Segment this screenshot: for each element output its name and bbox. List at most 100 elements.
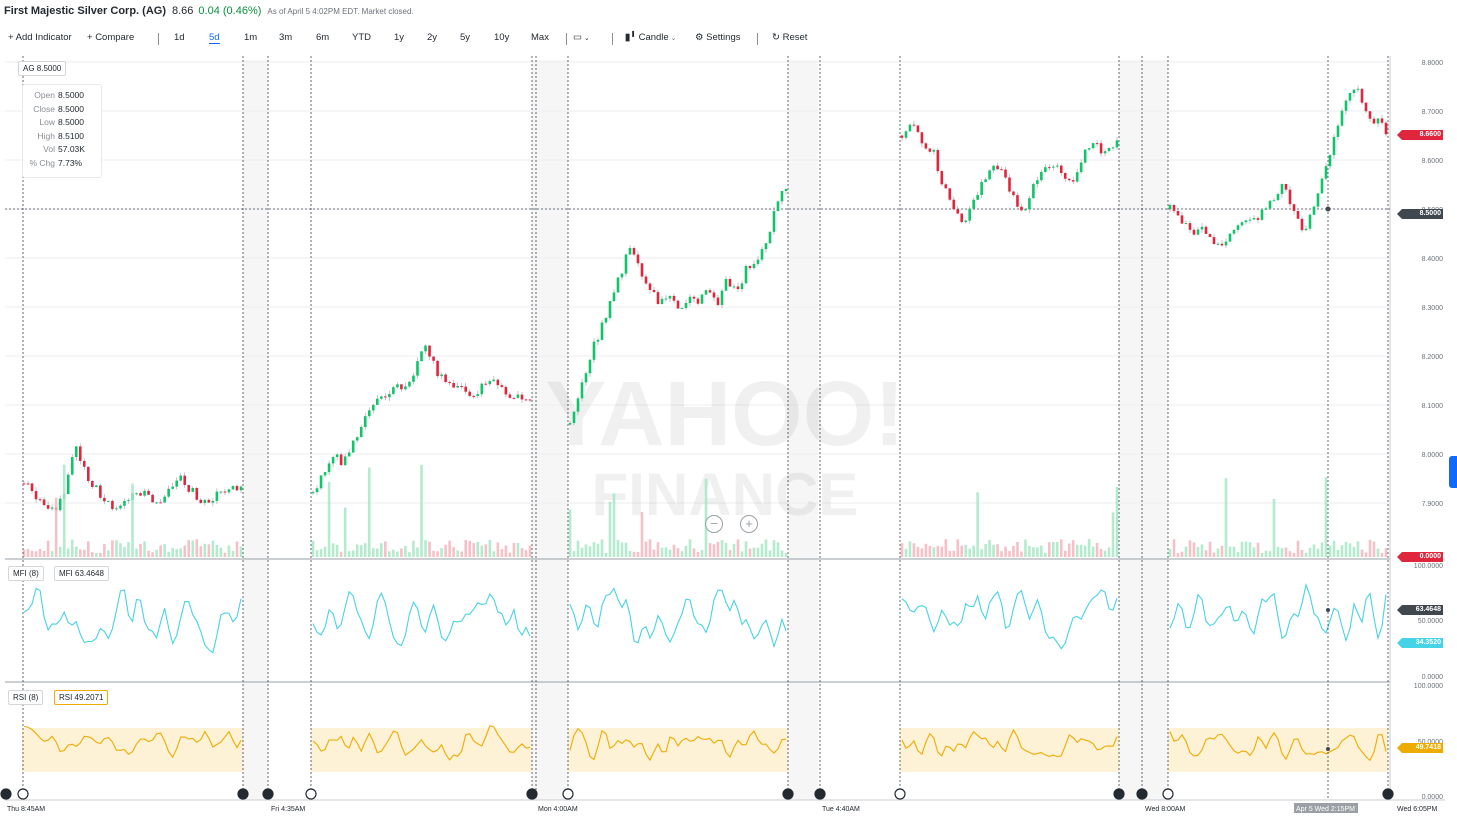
candle bbox=[1360, 88, 1364, 103]
volume-bar bbox=[1192, 542, 1196, 557]
candle bbox=[1172, 204, 1176, 211]
rsi-tick-label: 50.0000 bbox=[1418, 739, 1443, 746]
candle bbox=[960, 213, 964, 223]
volume-bar bbox=[355, 544, 359, 557]
mfi-line bbox=[901, 589, 1118, 650]
volume-bar bbox=[1236, 552, 1240, 557]
calendar-icon: ▭ bbox=[573, 32, 582, 43]
range-6m[interactable]: 6m bbox=[316, 32, 330, 43]
volume-bar bbox=[1204, 550, 1208, 557]
candle bbox=[1107, 148, 1111, 152]
settings-button[interactable]: ⚙ Settings bbox=[695, 32, 741, 43]
candle bbox=[1368, 111, 1372, 119]
volume-bar bbox=[672, 544, 676, 557]
price-tick-label: 8.4000 bbox=[1422, 256, 1444, 263]
crosshair-dot bbox=[1326, 747, 1330, 751]
tooltip-key: Close bbox=[33, 103, 55, 114]
range-5d[interactable]: 5d bbox=[209, 32, 220, 44]
volume-bar bbox=[380, 543, 383, 557]
time-axis-label: Mon 4:00AM bbox=[538, 806, 578, 813]
candle bbox=[331, 457, 335, 464]
chart-type-button[interactable]: ▮╹ Candle ⌄ bbox=[625, 32, 677, 43]
volume-bar bbox=[908, 541, 912, 557]
volume-bar bbox=[928, 545, 932, 557]
range-1y[interactable]: 1y bbox=[394, 32, 405, 43]
tooltip-key: Vol bbox=[43, 144, 55, 154]
volume-bar bbox=[99, 552, 102, 557]
candle bbox=[339, 454, 343, 466]
tooltip-row: % Chg 7.73% bbox=[23, 158, 101, 170]
volume-bar bbox=[724, 542, 728, 557]
quote-header: First Majestic Silver Corp. (AG) 8.66 0.04… bbox=[4, 5, 414, 21]
range-3m[interactable]: 3m bbox=[279, 32, 293, 43]
volume-bar bbox=[436, 551, 439, 557]
volume-bar bbox=[335, 544, 339, 557]
tooltip-key: Open bbox=[34, 90, 55, 100]
volume-bar bbox=[1040, 545, 1043, 557]
candle bbox=[1103, 151, 1107, 154]
range-10y[interactable]: 10y bbox=[494, 32, 510, 43]
volume-bar bbox=[1024, 539, 1027, 557]
add-indicator-button[interactable]: + Add Indicator bbox=[8, 32, 72, 43]
volume-bar bbox=[904, 548, 908, 557]
tooltip-value: 8.5000 bbox=[58, 103, 84, 114]
off-hours-band bbox=[788, 60, 818, 800]
time-axis-label: Thu 8:45AM bbox=[7, 806, 45, 813]
volume-bar bbox=[347, 551, 351, 557]
candle bbox=[676, 300, 680, 309]
volume-bar bbox=[1228, 546, 1232, 557]
volume-bar bbox=[484, 544, 488, 557]
volume-bar bbox=[744, 541, 748, 557]
volume-bar bbox=[315, 550, 319, 557]
volume-bar bbox=[952, 550, 956, 557]
candle bbox=[592, 341, 596, 360]
candle bbox=[1332, 136, 1336, 156]
range-1d[interactable]: 1d bbox=[174, 32, 185, 43]
range-ytd[interactable]: YTD bbox=[352, 32, 371, 43]
price-tick-label: 8.3000 bbox=[1422, 305, 1444, 312]
volume-bar bbox=[1071, 540, 1075, 557]
candle bbox=[664, 298, 668, 300]
candle bbox=[1236, 225, 1240, 230]
candle bbox=[704, 290, 708, 295]
candle bbox=[1372, 118, 1376, 124]
volume-bar bbox=[1032, 547, 1035, 557]
volume-bar bbox=[103, 544, 106, 557]
zoom-in-button[interactable]: + bbox=[740, 515, 758, 533]
volume-bar bbox=[520, 548, 524, 557]
volume-bar bbox=[1091, 546, 1095, 557]
compare-button[interactable]: + Compare bbox=[87, 32, 135, 43]
range-5y[interactable]: 5y bbox=[460, 32, 471, 43]
volume-bar bbox=[115, 540, 118, 557]
candle bbox=[400, 384, 403, 390]
expand-panel-tab[interactable] bbox=[1449, 456, 1457, 488]
zoom-out-button[interactable]: − bbox=[705, 515, 723, 533]
volume-bar bbox=[319, 549, 323, 557]
crosshair-dot bbox=[1325, 206, 1331, 212]
volume-bar bbox=[916, 546, 920, 557]
candle bbox=[1083, 149, 1087, 163]
date-range-picker[interactable]: ▭ ⌄ bbox=[573, 32, 590, 43]
range-2y[interactable]: 2y bbox=[427, 32, 438, 43]
candle bbox=[147, 490, 150, 495]
range-1m[interactable]: 1m bbox=[244, 32, 258, 43]
chart-canvas[interactable]: 8.8000 8.7000 8.6000 8.5000 8.4000 8.3000 8.20… bbox=[0, 52, 1445, 822]
candle bbox=[155, 502, 158, 504]
volume-bar bbox=[78, 549, 82, 557]
reset-button[interactable]: ↻ Reset bbox=[772, 32, 808, 43]
range-max[interactable]: Max bbox=[531, 32, 549, 43]
candle bbox=[371, 404, 375, 411]
candle bbox=[980, 182, 983, 196]
candle bbox=[1240, 222, 1244, 226]
volume-bar bbox=[452, 547, 455, 557]
candle bbox=[392, 387, 395, 394]
candle bbox=[752, 263, 756, 269]
rsi-line bbox=[901, 728, 1118, 758]
candle bbox=[1300, 218, 1304, 231]
volume-bar bbox=[207, 544, 211, 557]
volume-bar bbox=[331, 543, 335, 557]
rsi-indicator-name[interactable]: RSI (8) bbox=[8, 690, 44, 705]
candle bbox=[1059, 165, 1063, 174]
dividend-gear-icon bbox=[894, 788, 906, 800]
mfi-indicator-name[interactable]: MFI (8) bbox=[8, 566, 44, 581]
